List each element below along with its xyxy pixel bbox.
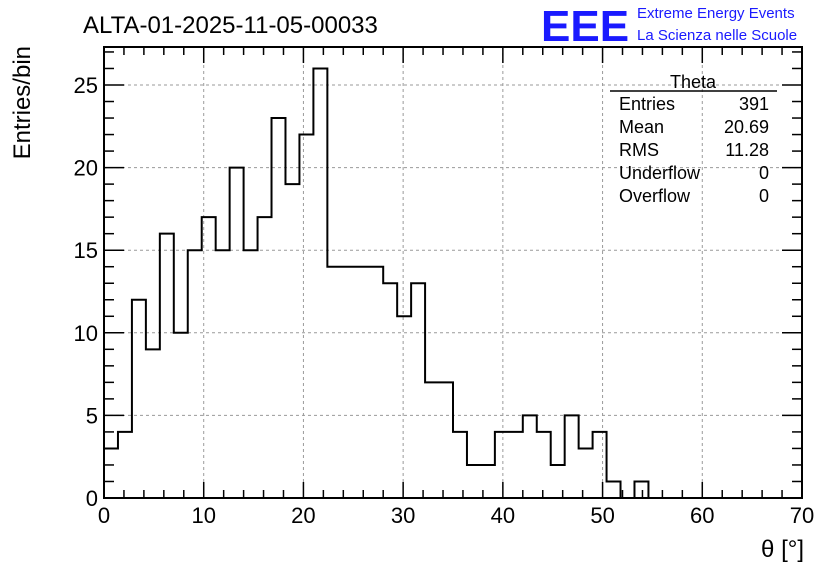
stats-value: 391	[739, 94, 769, 114]
x-tick-label: 60	[690, 503, 714, 528]
x-tick-label: 40	[491, 503, 515, 528]
x-tick-label: 10	[191, 503, 215, 528]
logo-line-2: La Scienza nelle Scuole	[637, 27, 797, 44]
stats-label: Entries	[619, 94, 675, 114]
stats-label: Underflow	[619, 163, 701, 183]
stats-value: 0	[759, 163, 769, 183]
stats-label: RMS	[619, 140, 659, 160]
stats-value: 11.28	[725, 140, 769, 160]
y-tick-label: 0	[86, 486, 98, 511]
x-axis-title: θ [°]	[761, 536, 804, 563]
y-tick-label: 15	[74, 238, 98, 263]
logo: EEE Extreme Energy Events La Scienza nel…	[541, 2, 797, 51]
logo-mark: EEE	[541, 2, 629, 51]
stats-rows: Entries 391 Mean 20.69 RMS 11.28 Underflow 0 Ove…	[619, 94, 769, 206]
histogram-line	[103, 67, 802, 499]
plot-frame	[103, 46, 803, 499]
y-tick-label: 20	[74, 156, 98, 181]
stats-value: 20.69	[724, 117, 769, 137]
y-tick-label: 10	[74, 321, 98, 346]
chart-title: ALTA-01-2025-11-05-00033	[83, 12, 378, 39]
x-tick-labels: 0 10 20 30 40 50 60 70	[98, 503, 814, 528]
x-tick-label: 0	[98, 503, 110, 528]
stats-value: 0	[759, 186, 769, 206]
stats-label: Mean	[619, 117, 664, 137]
x-tick-label: 30	[391, 503, 415, 528]
stats-box: Theta Entries 391 Mean 20.69 RMS 11.28 Underfl…	[610, 72, 777, 206]
y-tick-labels: 0 5 10 15 20 25	[74, 73, 98, 511]
stats-title: Theta	[670, 72, 717, 92]
y-tick-label: 25	[74, 73, 98, 98]
x-tick-label: 70	[790, 503, 814, 528]
stats-label: Overflow	[619, 186, 691, 206]
y-tick-label: 5	[86, 403, 98, 428]
x-tick-label: 20	[291, 503, 315, 528]
y-axis-title: Entries/bin	[9, 46, 36, 159]
x-tick-label: 50	[590, 503, 614, 528]
logo-line-1: Extreme Energy Events	[637, 5, 795, 22]
axes	[103, 46, 803, 499]
